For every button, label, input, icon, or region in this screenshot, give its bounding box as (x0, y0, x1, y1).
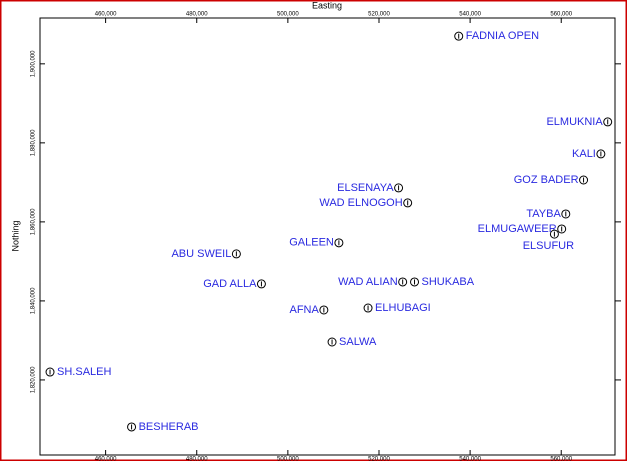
x-tick-label-bottom: 500,000 (277, 457, 299, 461)
well-label: WAD ALIAN (338, 276, 398, 288)
well-label: GAD ALLA (203, 278, 257, 290)
well-label: TAYBA (526, 208, 561, 220)
well-label: KALI (572, 148, 596, 160)
x-tick-label-bottom: 480,000 (186, 457, 208, 461)
x-tick-label-bottom: 520,000 (368, 457, 390, 461)
y-tick-label: 1,880,000 (31, 129, 37, 156)
well-label: GOZ BADER (514, 174, 579, 186)
well-label: ELMUGAWEER (478, 223, 557, 235)
well-label: FADNIA OPEN (466, 30, 539, 42)
x-tick-label-top: 500,000 (277, 12, 299, 18)
x-tick-label-bottom: 460,000 (95, 457, 117, 461)
x-tick-label-top: 520,000 (368, 12, 390, 18)
x-tick-label-bottom: 560,000 (550, 457, 572, 461)
well-label: ABU SWEIL (171, 248, 231, 260)
plot-frame (39, 17, 616, 456)
well-label: SALWA (339, 336, 377, 348)
y-tick-label: 1,860,000 (31, 208, 37, 235)
y-tick-label: 1,840,000 (31, 287, 37, 314)
well-label: ELMUKNIA (546, 116, 603, 128)
x-axis-title: Easting (312, 0, 342, 10)
x-tick-label-top: 460,000 (95, 12, 117, 18)
x-tick-label-bottom: 540,000 (459, 457, 481, 461)
y-axis-title: Nothing (10, 220, 20, 251)
well-label: SHUKABA (422, 276, 475, 288)
x-tick-label-top: 480,000 (186, 12, 208, 18)
y-tick-label: 1,900,000 (31, 50, 37, 77)
well-label: WAD ELNOGOH (319, 197, 402, 209)
x-tick-label-top: 560,000 (550, 12, 572, 18)
well-label: AFNA (290, 304, 320, 316)
well-label: GALEEN (289, 237, 334, 249)
well-label: BESHERAB (139, 421, 199, 433)
well-label: ELSUFUR (523, 240, 574, 252)
well-label: ELHUBAGI (375, 302, 431, 314)
well-label: SH.SALEH (57, 366, 111, 378)
x-tick-label-top: 540,000 (459, 12, 481, 18)
well-label: ELSENAYA (337, 182, 394, 194)
y-tick-label: 1,820,000 (31, 366, 37, 393)
